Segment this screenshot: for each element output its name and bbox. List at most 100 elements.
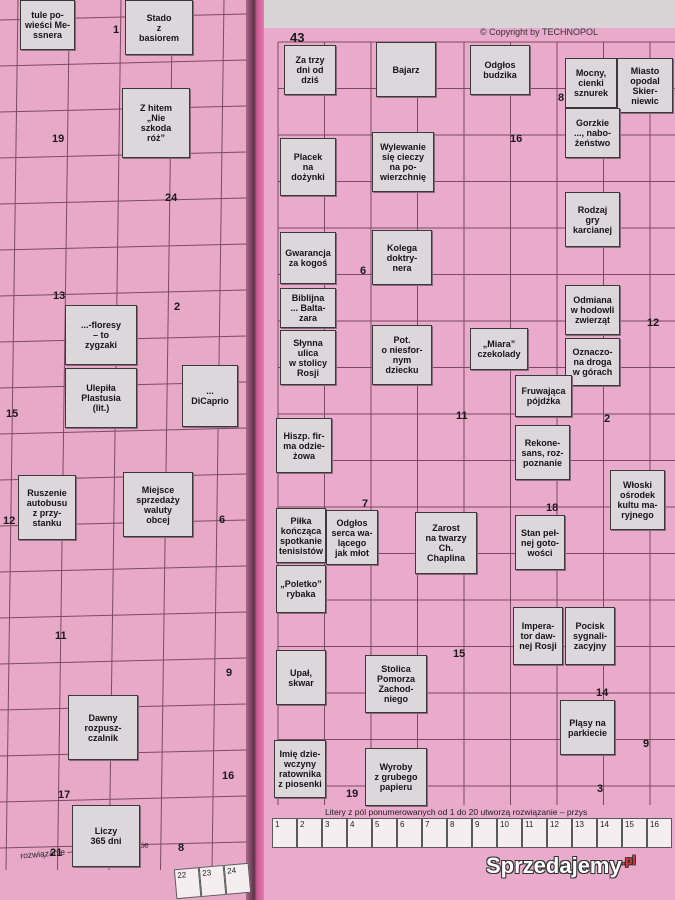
cell-number: 2	[174, 301, 181, 313]
solution-strip: 1 2 3 4 5 6 7 8 9 10 11 12 13 14 15 16	[272, 818, 672, 848]
clue-box: Odmiana w hodowli zwierząt	[565, 285, 620, 335]
clue-box: Zarost na twarzy Ch. Chaplina	[415, 512, 477, 574]
grid-line	[57, 0, 70, 871]
strip-cell: 14	[597, 818, 622, 848]
clue-box: Stolica Pomorza Zachod- niego	[365, 655, 427, 713]
cell-number: 11	[456, 410, 468, 422]
cell-number: 9	[226, 667, 233, 679]
clue-box: Stado z basiorem	[125, 0, 193, 55]
strip-cell: 1	[272, 818, 297, 848]
clue-box: Wyroby z grubego papieru	[365, 748, 427, 806]
grid-line	[0, 197, 247, 205]
strip-cell: 23	[198, 864, 227, 898]
cell-number: 6	[219, 514, 226, 526]
cell-number: 3	[597, 783, 604, 795]
strip-cell: 22	[173, 867, 202, 900]
cell-number: 12	[647, 317, 660, 329]
grid-line	[0, 611, 247, 619]
cell-number: 13	[53, 290, 66, 302]
clue-box: Pocisk sygnali- zacyjny	[565, 607, 615, 665]
cell-number: 15	[453, 648, 466, 660]
watermark-suffix: .pl	[621, 853, 636, 868]
grid-line	[5, 0, 19, 871]
gutter	[246, 0, 264, 900]
strip-cell: 5	[372, 818, 397, 848]
clue-box: Imię dzie- wczyny ratownika z piosenki	[274, 740, 326, 798]
solution-hint: Litery z pól ponumerowanych od 1 do 20 u…	[325, 807, 588, 817]
clue-box: Fruwająca pójdźka	[515, 375, 572, 417]
grid-line	[0, 243, 247, 251]
clue-box: „Poletko” rybaka	[276, 565, 326, 613]
watermark-name: Sprzedajemy	[486, 853, 622, 878]
strip-cell: 6	[397, 818, 422, 848]
cell-number: 12	[3, 515, 16, 527]
cell-number: 6	[360, 265, 367, 277]
cell-number: 14	[596, 687, 609, 699]
clue-box: Pot. o niesfor- nym dziecku	[372, 325, 432, 385]
clue-box: Biblijna ... Balta- zara	[280, 288, 336, 328]
cell-number: 2	[604, 413, 611, 425]
solution-strip: 22 23 24	[173, 862, 252, 900]
clue-box: Rekone- sans, roz- poznanie	[515, 425, 570, 480]
grid-line	[0, 289, 247, 297]
watermark: Sprzedajemy.pl	[486, 853, 636, 879]
clue-box: Miasto opodal Skier- niewic	[617, 58, 673, 113]
cell-number: 8	[178, 842, 185, 854]
grid-line	[0, 657, 247, 665]
strip-cell: 8	[447, 818, 472, 848]
page-number: 43	[290, 30, 305, 45]
cell-number: 18	[546, 502, 559, 514]
grid-line	[0, 795, 247, 803]
clue-box: Ulepiła Plastusia (lit.)	[65, 368, 137, 428]
cell-number: 19	[346, 788, 359, 800]
clue-box: Słynna ulica w stolicy Rosji	[280, 330, 336, 385]
cell-number: 9	[643, 738, 650, 750]
clue-box: Oznaczo- na droga w górach	[565, 338, 620, 386]
clue-box: Stan peł- nej goto- wości	[515, 515, 565, 570]
cell-number: 11	[55, 630, 67, 642]
clue-box: Włoski ośrodek kultu ma- ryjnego	[610, 470, 665, 530]
clue-box: Odgłos budzika	[470, 45, 530, 95]
cell-number: 17	[58, 789, 71, 801]
clue-box: Pląsy na parkiecie	[560, 700, 615, 755]
cell-number: 7	[362, 498, 369, 510]
clue-box: Odgłos serca wa- lącego jak młot	[326, 510, 378, 565]
clue-box: Gorzkie ..., nabo- żeństwo	[565, 108, 620, 158]
clue-box: Mocny, cienki sznurek	[565, 58, 617, 108]
clue-box: Piłka kończąca spotkanie tenisistów	[276, 508, 326, 563]
clue-box: Za trzy dni od dziś	[284, 45, 336, 95]
clue-box: Kolega doktry- nera	[372, 230, 432, 285]
strip-cell: 4	[347, 818, 372, 848]
clue-box: Hiszp. fir- ma odzie- żowa	[276, 418, 332, 473]
strip-cell: 15	[622, 818, 647, 848]
cell-number: 16	[510, 133, 523, 145]
strip-cell: 10	[497, 818, 522, 848]
clue-box: Dawny rozpusz- czalnik	[68, 695, 138, 760]
cell-number: 1	[113, 24, 120, 36]
cell-number: 21	[50, 847, 63, 859]
clue-box: Z hitem „Nie szkoda róż”	[122, 88, 190, 158]
strip-cell: 11	[522, 818, 547, 848]
grid-line	[0, 59, 247, 67]
paper-margin	[262, 0, 675, 28]
clue-box: tule po- wieści Me- ssnera	[20, 0, 75, 50]
cell-number: 24	[165, 192, 178, 204]
strip-cell: 9	[472, 818, 497, 848]
strip-cell: 7	[422, 818, 447, 848]
strip-cell: 3	[322, 818, 347, 848]
cell-number: 19	[52, 133, 65, 145]
clue-box: Miejsce sprzedaży waluty obcej	[123, 472, 193, 537]
grid-line	[0, 565, 247, 573]
strip-cell: 12	[547, 818, 572, 848]
copyright: © Copyright by TECHNOPOL	[480, 27, 599, 37]
cell-number: 8	[558, 92, 565, 104]
clue-box: „Miara” czekolady	[470, 328, 528, 370]
clue-box: ... DiCaprio	[182, 365, 238, 427]
strip-cell: 2	[297, 818, 322, 848]
clue-box: Liczy 365 dni	[72, 805, 140, 867]
clue-box: Rodzaj gry karcianej	[565, 192, 620, 247]
clue-box: Wylewanie się cieczy na po- wierzchnię	[372, 132, 434, 192]
strip-cell: 16	[647, 818, 672, 848]
strip-cell: 13	[572, 818, 597, 848]
